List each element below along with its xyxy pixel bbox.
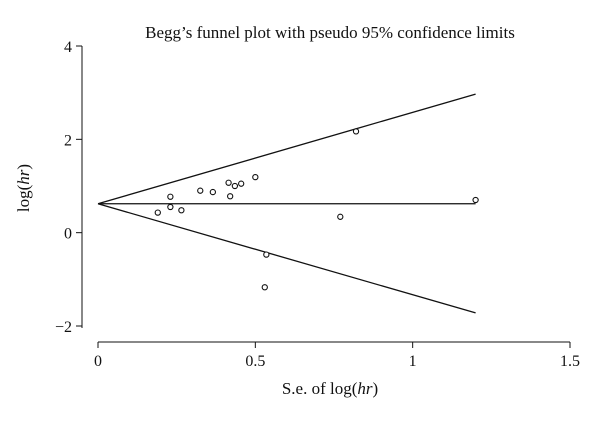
x-tick-label: 0.5 <box>245 353 265 370</box>
y-tick-label: 0 <box>64 226 72 243</box>
study-point <box>209 188 217 196</box>
y-axis-title: log(hr) <box>14 164 33 212</box>
x-tick-label: 1 <box>409 353 417 370</box>
x-tick-label: 1.5 <box>560 353 580 370</box>
study-point <box>227 193 234 200</box>
study-point <box>261 284 268 291</box>
upper-confidence-limit <box>97 93 476 205</box>
study-point <box>225 179 232 186</box>
study-point <box>154 209 161 216</box>
study-point <box>252 173 259 181</box>
study-points <box>154 128 479 291</box>
study-point <box>167 203 174 211</box>
x-axis-title: S.e. of log(hr) <box>282 379 378 398</box>
study-point <box>238 180 245 187</box>
study-point <box>197 187 204 194</box>
funnel-lines <box>97 93 476 314</box>
x-tick-label: 0 <box>94 353 102 370</box>
y-tick-label: 2 <box>64 132 72 149</box>
y-tick-label: −2 <box>55 319 72 336</box>
y-axis-ticks: −2 0 2 4 <box>55 39 82 336</box>
study-point <box>352 128 360 135</box>
study-point <box>231 182 239 190</box>
study-point <box>178 207 185 214</box>
study-point <box>263 251 270 258</box>
lower-confidence-limit <box>97 203 476 314</box>
study-point <box>337 213 344 220</box>
x-axis-ticks: 0 0.5 1 1.5 <box>94 342 580 370</box>
study-point <box>472 196 479 204</box>
y-tick-label: 4 <box>64 39 72 56</box>
study-point <box>167 193 174 200</box>
chart-title: Begg’s funnel plot with pseudo 95% confi… <box>145 23 515 42</box>
